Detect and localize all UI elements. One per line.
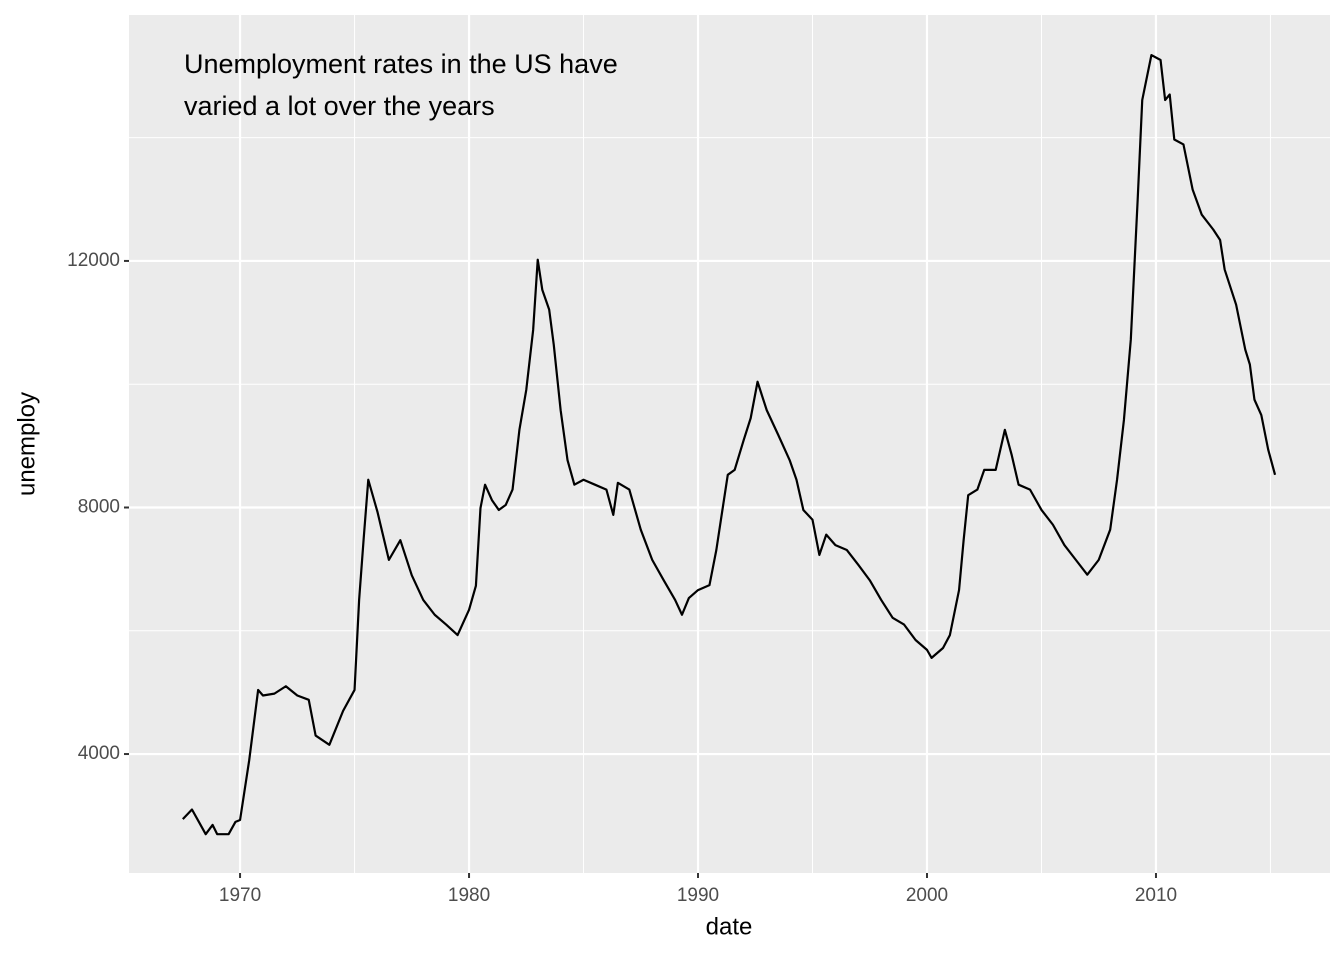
y-tick-label: 4000	[78, 743, 120, 764]
panel	[129, 15, 1330, 873]
x-tick-label: 1970	[219, 885, 261, 906]
annotation: Unemployment rates in the US have	[184, 49, 618, 79]
grid	[129, 15, 1330, 873]
y-tick-label: 8000	[78, 497, 120, 518]
annotation: varied a lot over the years	[184, 91, 495, 121]
y-axis-title: unemploy	[13, 392, 40, 496]
marks	[182, 53, 1277, 836]
x-axis-title: date	[706, 913, 753, 940]
line	[182, 53, 1277, 836]
x-tick-label: 1980	[448, 885, 490, 906]
x-tick-label: 2010	[1135, 885, 1177, 906]
x-tick-label: 1990	[677, 885, 719, 906]
x-tick-label: 2000	[906, 885, 948, 906]
y-tick-label: 12000	[67, 250, 120, 271]
